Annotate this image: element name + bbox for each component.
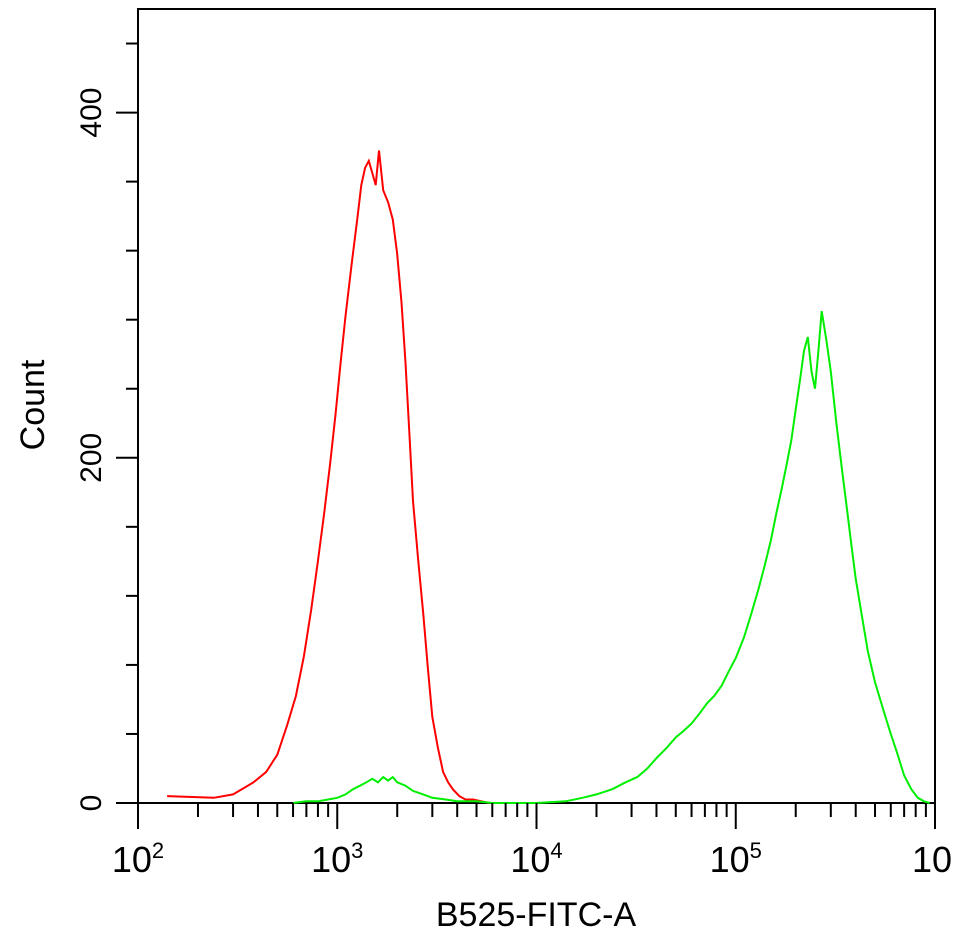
x-tick-label: 103 [311, 838, 363, 880]
x-tick-label: 102 [112, 838, 164, 880]
y-axis: 0 200 400 [75, 42, 138, 812]
series-line-2 [292, 310, 930, 804]
x-axis-title: B525-FITC-A [436, 896, 637, 934]
y-tick-label: 200 [75, 433, 108, 483]
y-tick-label: 400 [75, 88, 108, 138]
x-tick-label: 105 [710, 838, 762, 880]
y-tick-label: 0 [75, 795, 108, 812]
x-axis: 102 103 104 105 10 [112, 803, 952, 880]
x-tick-label: 10 [912, 839, 952, 880]
plot-frame [137, 8, 936, 804]
series-line-1 [167, 150, 490, 804]
series-layer [167, 150, 930, 804]
y-axis-title: Count [14, 359, 52, 450]
x-tick-label: 104 [510, 838, 562, 880]
